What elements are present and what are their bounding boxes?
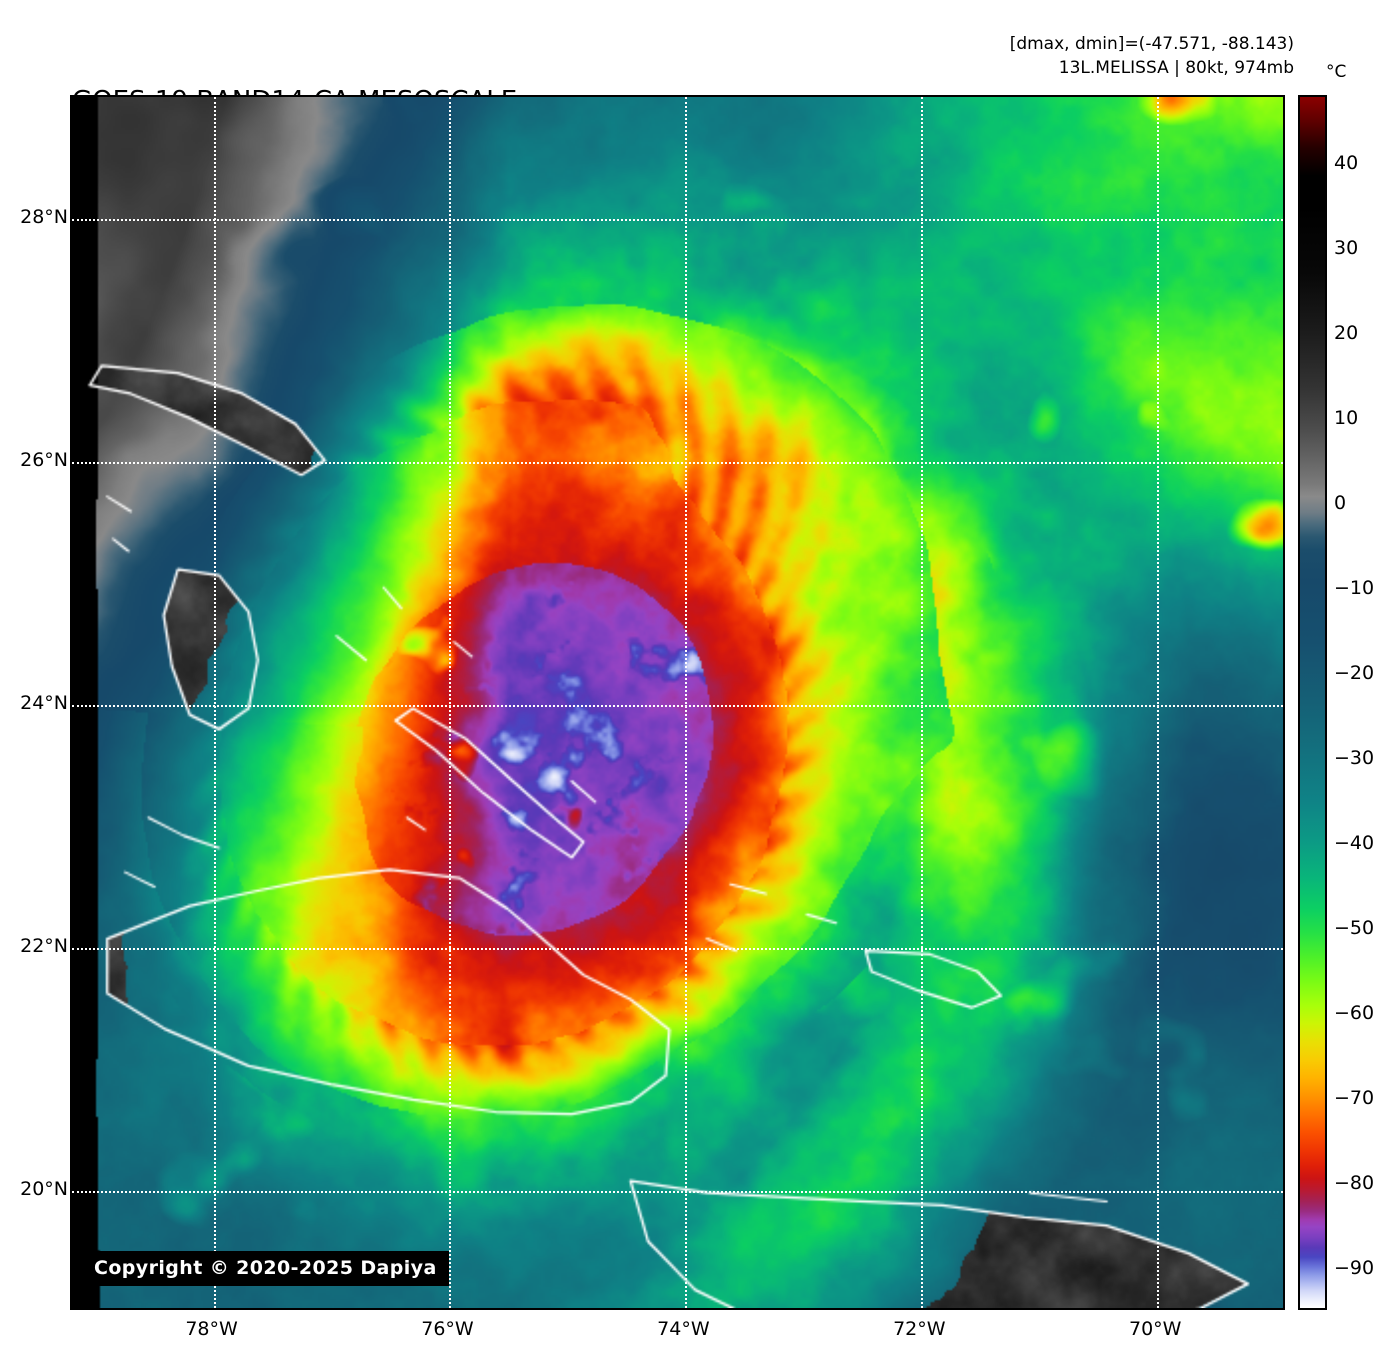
colorbar-unit-label: °C bbox=[1326, 62, 1347, 82]
copyright-banner: Copyright © 2020-2025 Dapiya bbox=[82, 1251, 449, 1286]
temperature-colorbar[interactable]: 40 30 20 10 0 −10 −20 −30 −40 −50 −60 −70 −80 −90 bbox=[1298, 95, 1374, 1310]
colorbar-tick-40: 40 bbox=[1334, 151, 1359, 174]
colorbar-tick--20: −20 bbox=[1334, 661, 1375, 684]
colorbar-tick--70: −70 bbox=[1334, 1086, 1375, 1109]
storm-info-readout: 13L.MELISSA | 80kt, 974mb bbox=[1058, 58, 1294, 79]
y-axis-tick-20°N: 20°N bbox=[20, 1177, 68, 1200]
colorbar-tick--90: −90 bbox=[1334, 1256, 1375, 1279]
dmax-dmin-readout: [dmax, dmin]=(-47.571, -88.143) bbox=[1009, 34, 1294, 54]
colorbar-tick--40: −40 bbox=[1334, 831, 1375, 854]
colorbar-tick-20: 20 bbox=[1334, 321, 1359, 344]
colorbar-tick--10: −10 bbox=[1334, 576, 1375, 599]
colorbar-tick-30: 30 bbox=[1334, 236, 1359, 259]
x-axis-tick-76°W: 76°W bbox=[421, 1318, 474, 1340]
colorbar-tick--80: −80 bbox=[1334, 1171, 1375, 1194]
colorbar-tick--50: −50 bbox=[1334, 916, 1375, 939]
x-axis-tick-70°W: 70°W bbox=[1129, 1318, 1182, 1340]
satellite-image-plot[interactable]: Copyright © 2020-2025 Dapiya bbox=[70, 95, 1285, 1310]
colorbar-tick-10: 10 bbox=[1334, 406, 1359, 429]
y-axis-tick-22°N: 22°N bbox=[20, 934, 68, 957]
y-axis-tick-26°N: 26°N bbox=[20, 448, 68, 471]
colorbar-tick--60: −60 bbox=[1334, 1001, 1375, 1024]
satellite-infrared-raster bbox=[72, 97, 1283, 1308]
y-axis-tick-24°N: 24°N bbox=[20, 691, 68, 714]
header-metadata: [dmax, dmin]=(-47.571, -88.143) 13L.MELI… bbox=[1010, 32, 1294, 80]
x-axis-tick-74°W: 74°W bbox=[657, 1318, 710, 1340]
y-axis-tick-28°N: 28°N bbox=[20, 205, 68, 228]
colorbar-tick-0: 0 bbox=[1334, 491, 1347, 514]
x-axis-tick-72°W: 72°W bbox=[893, 1318, 946, 1340]
x-axis-tick-78°W: 78°W bbox=[185, 1318, 238, 1340]
colorbar-tick--30: −30 bbox=[1334, 746, 1375, 769]
colorbar-gradient bbox=[1298, 95, 1327, 1310]
